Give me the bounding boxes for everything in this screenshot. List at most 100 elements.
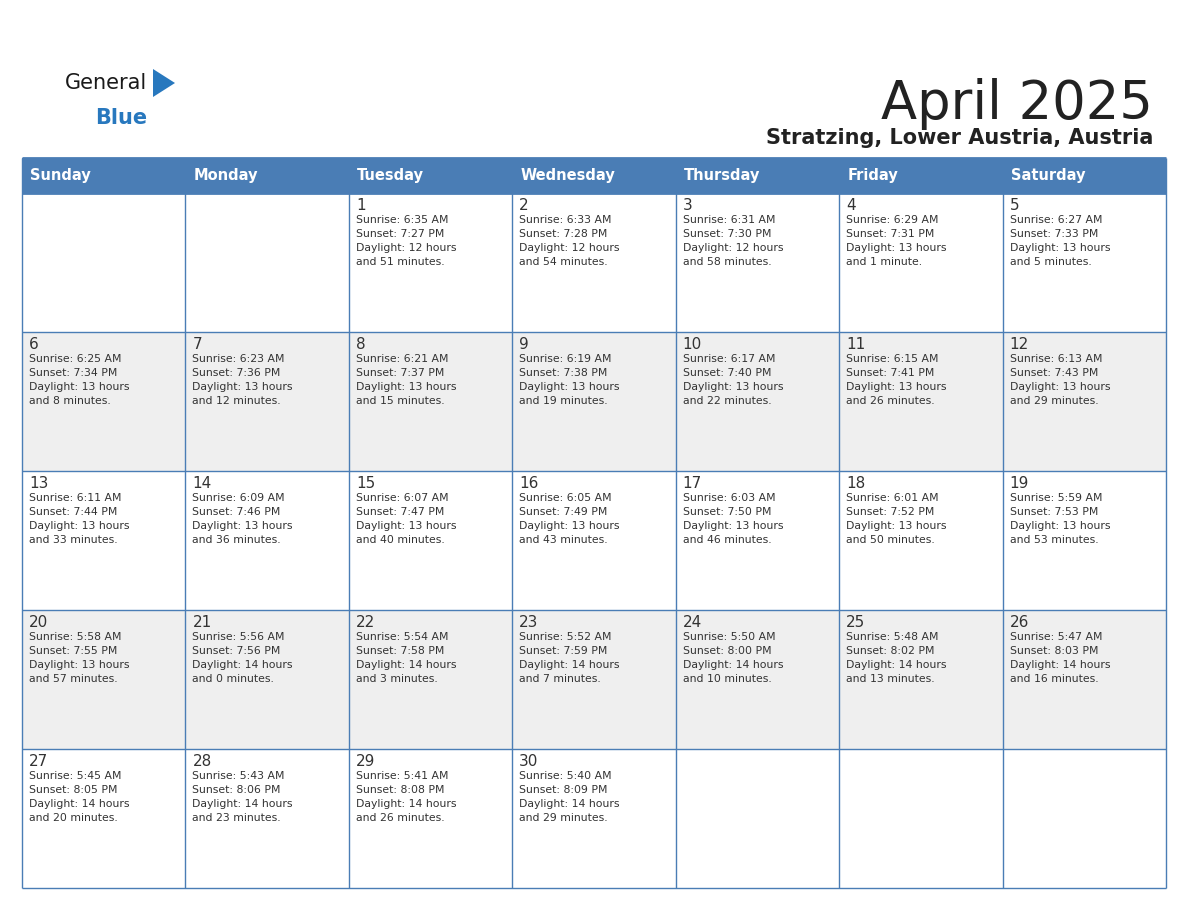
Bar (185, 749, 349, 888)
Text: 22: 22 (356, 615, 375, 630)
Text: Sunrise: 6:13 AM
Sunset: 7:43 PM
Daylight: 13 hours
and 29 minutes.: Sunrise: 6:13 AM Sunset: 7:43 PM Dayligh… (1010, 354, 1110, 406)
Text: 28: 28 (192, 754, 211, 769)
Text: 26: 26 (1010, 615, 1029, 630)
Text: 4: 4 (846, 198, 855, 213)
Text: Sunrise: 5:50 AM
Sunset: 8:00 PM
Daylight: 14 hours
and 10 minutes.: Sunrise: 5:50 AM Sunset: 8:00 PM Dayligh… (683, 632, 783, 684)
Text: 25: 25 (846, 615, 865, 630)
Bar (512, 471, 676, 610)
Bar (349, 471, 512, 610)
Text: General: General (65, 73, 147, 93)
Bar (512, 158, 676, 193)
Text: Sunrise: 5:58 AM
Sunset: 7:55 PM
Daylight: 13 hours
and 57 minutes.: Sunrise: 5:58 AM Sunset: 7:55 PM Dayligh… (29, 632, 129, 684)
Bar (512, 610, 676, 749)
Bar (839, 158, 1003, 193)
Bar (23, 158, 185, 193)
Text: Sunrise: 5:43 AM
Sunset: 8:06 PM
Daylight: 14 hours
and 23 minutes.: Sunrise: 5:43 AM Sunset: 8:06 PM Dayligh… (192, 771, 293, 823)
Text: Sunrise: 6:09 AM
Sunset: 7:46 PM
Daylight: 13 hours
and 36 minutes.: Sunrise: 6:09 AM Sunset: 7:46 PM Dayligh… (192, 493, 293, 545)
Text: Sunrise: 5:59 AM
Sunset: 7:53 PM
Daylight: 13 hours
and 53 minutes.: Sunrise: 5:59 AM Sunset: 7:53 PM Dayligh… (1010, 493, 1110, 545)
Text: 19: 19 (1010, 476, 1029, 491)
Text: Sunrise: 6:03 AM
Sunset: 7:50 PM
Daylight: 13 hours
and 46 minutes.: Sunrise: 6:03 AM Sunset: 7:50 PM Dayligh… (683, 493, 783, 545)
Bar (185, 610, 349, 749)
Text: 27: 27 (29, 754, 49, 769)
Text: April 2025: April 2025 (881, 78, 1154, 130)
Bar (839, 610, 1003, 749)
Text: Sunrise: 5:48 AM
Sunset: 8:02 PM
Daylight: 14 hours
and 13 minutes.: Sunrise: 5:48 AM Sunset: 8:02 PM Dayligh… (846, 632, 947, 684)
Bar (349, 749, 512, 888)
Bar (676, 749, 839, 888)
Bar (349, 332, 512, 471)
Bar (512, 749, 676, 888)
Bar (185, 332, 349, 471)
Text: 7: 7 (192, 337, 202, 352)
Text: Sunrise: 5:56 AM
Sunset: 7:56 PM
Daylight: 14 hours
and 0 minutes.: Sunrise: 5:56 AM Sunset: 7:56 PM Dayligh… (192, 632, 293, 684)
Bar (1003, 332, 1165, 471)
Text: 13: 13 (29, 476, 49, 491)
Bar (512, 332, 676, 471)
Bar (349, 158, 512, 193)
Text: 9: 9 (519, 337, 529, 352)
Bar (349, 610, 512, 749)
Text: Monday: Monday (194, 168, 258, 183)
Text: 1: 1 (356, 198, 366, 213)
Bar (676, 158, 839, 193)
Text: 5: 5 (1010, 198, 1019, 213)
Bar (839, 193, 1003, 332)
Text: Sunrise: 6:01 AM
Sunset: 7:52 PM
Daylight: 13 hours
and 50 minutes.: Sunrise: 6:01 AM Sunset: 7:52 PM Dayligh… (846, 493, 947, 545)
Bar (23, 471, 185, 610)
Text: Sunrise: 5:47 AM
Sunset: 8:03 PM
Daylight: 14 hours
and 16 minutes.: Sunrise: 5:47 AM Sunset: 8:03 PM Dayligh… (1010, 632, 1110, 684)
Text: 24: 24 (683, 615, 702, 630)
Bar (676, 610, 839, 749)
Bar (185, 158, 349, 193)
Bar (23, 749, 185, 888)
Bar (1003, 158, 1165, 193)
Text: Sunrise: 6:21 AM
Sunset: 7:37 PM
Daylight: 13 hours
and 15 minutes.: Sunrise: 6:21 AM Sunset: 7:37 PM Dayligh… (356, 354, 456, 406)
Text: Sunday: Sunday (30, 168, 90, 183)
Bar (839, 332, 1003, 471)
Text: Sunrise: 6:17 AM
Sunset: 7:40 PM
Daylight: 13 hours
and 22 minutes.: Sunrise: 6:17 AM Sunset: 7:40 PM Dayligh… (683, 354, 783, 406)
Text: 2: 2 (519, 198, 529, 213)
Bar (23, 332, 185, 471)
Bar (839, 471, 1003, 610)
Text: Stratzing, Lower Austria, Austria: Stratzing, Lower Austria, Austria (765, 128, 1154, 148)
Text: 16: 16 (519, 476, 538, 491)
Text: Thursday: Thursday (684, 168, 760, 183)
Text: Sunrise: 5:41 AM
Sunset: 8:08 PM
Daylight: 14 hours
and 26 minutes.: Sunrise: 5:41 AM Sunset: 8:08 PM Dayligh… (356, 771, 456, 823)
Text: 11: 11 (846, 337, 865, 352)
Text: 12: 12 (1010, 337, 1029, 352)
Text: Sunrise: 5:45 AM
Sunset: 8:05 PM
Daylight: 14 hours
and 20 minutes.: Sunrise: 5:45 AM Sunset: 8:05 PM Dayligh… (29, 771, 129, 823)
Text: 14: 14 (192, 476, 211, 491)
Bar (839, 749, 1003, 888)
Text: 20: 20 (29, 615, 49, 630)
Polygon shape (153, 69, 175, 97)
Bar (676, 471, 839, 610)
Bar (1003, 471, 1165, 610)
Text: 17: 17 (683, 476, 702, 491)
Text: Sunrise: 6:27 AM
Sunset: 7:33 PM
Daylight: 13 hours
and 5 minutes.: Sunrise: 6:27 AM Sunset: 7:33 PM Dayligh… (1010, 215, 1110, 267)
Text: 15: 15 (356, 476, 375, 491)
Bar (1003, 610, 1165, 749)
Text: 21: 21 (192, 615, 211, 630)
Text: Sunrise: 5:40 AM
Sunset: 8:09 PM
Daylight: 14 hours
and 29 minutes.: Sunrise: 5:40 AM Sunset: 8:09 PM Dayligh… (519, 771, 620, 823)
Text: Sunrise: 6:25 AM
Sunset: 7:34 PM
Daylight: 13 hours
and 8 minutes.: Sunrise: 6:25 AM Sunset: 7:34 PM Dayligh… (29, 354, 129, 406)
Bar (185, 471, 349, 610)
Text: 18: 18 (846, 476, 865, 491)
Bar (676, 332, 839, 471)
Text: Sunrise: 6:11 AM
Sunset: 7:44 PM
Daylight: 13 hours
and 33 minutes.: Sunrise: 6:11 AM Sunset: 7:44 PM Dayligh… (29, 493, 129, 545)
Text: 3: 3 (683, 198, 693, 213)
Bar (512, 193, 676, 332)
Text: 29: 29 (356, 754, 375, 769)
Bar (23, 610, 185, 749)
Bar (185, 193, 349, 332)
Text: Sunrise: 6:29 AM
Sunset: 7:31 PM
Daylight: 13 hours
and 1 minute.: Sunrise: 6:29 AM Sunset: 7:31 PM Dayligh… (846, 215, 947, 267)
Bar (1003, 749, 1165, 888)
Text: Sunrise: 6:33 AM
Sunset: 7:28 PM
Daylight: 12 hours
and 54 minutes.: Sunrise: 6:33 AM Sunset: 7:28 PM Dayligh… (519, 215, 620, 267)
Text: Blue: Blue (95, 108, 147, 128)
Text: Sunrise: 6:31 AM
Sunset: 7:30 PM
Daylight: 12 hours
and 58 minutes.: Sunrise: 6:31 AM Sunset: 7:30 PM Dayligh… (683, 215, 783, 267)
Text: 8: 8 (356, 337, 366, 352)
Bar (676, 193, 839, 332)
Bar (1003, 193, 1165, 332)
Text: Sunrise: 6:07 AM
Sunset: 7:47 PM
Daylight: 13 hours
and 40 minutes.: Sunrise: 6:07 AM Sunset: 7:47 PM Dayligh… (356, 493, 456, 545)
Text: Friday: Friday (847, 168, 898, 183)
Text: Sunrise: 6:19 AM
Sunset: 7:38 PM
Daylight: 13 hours
and 19 minutes.: Sunrise: 6:19 AM Sunset: 7:38 PM Dayligh… (519, 354, 620, 406)
Text: 10: 10 (683, 337, 702, 352)
